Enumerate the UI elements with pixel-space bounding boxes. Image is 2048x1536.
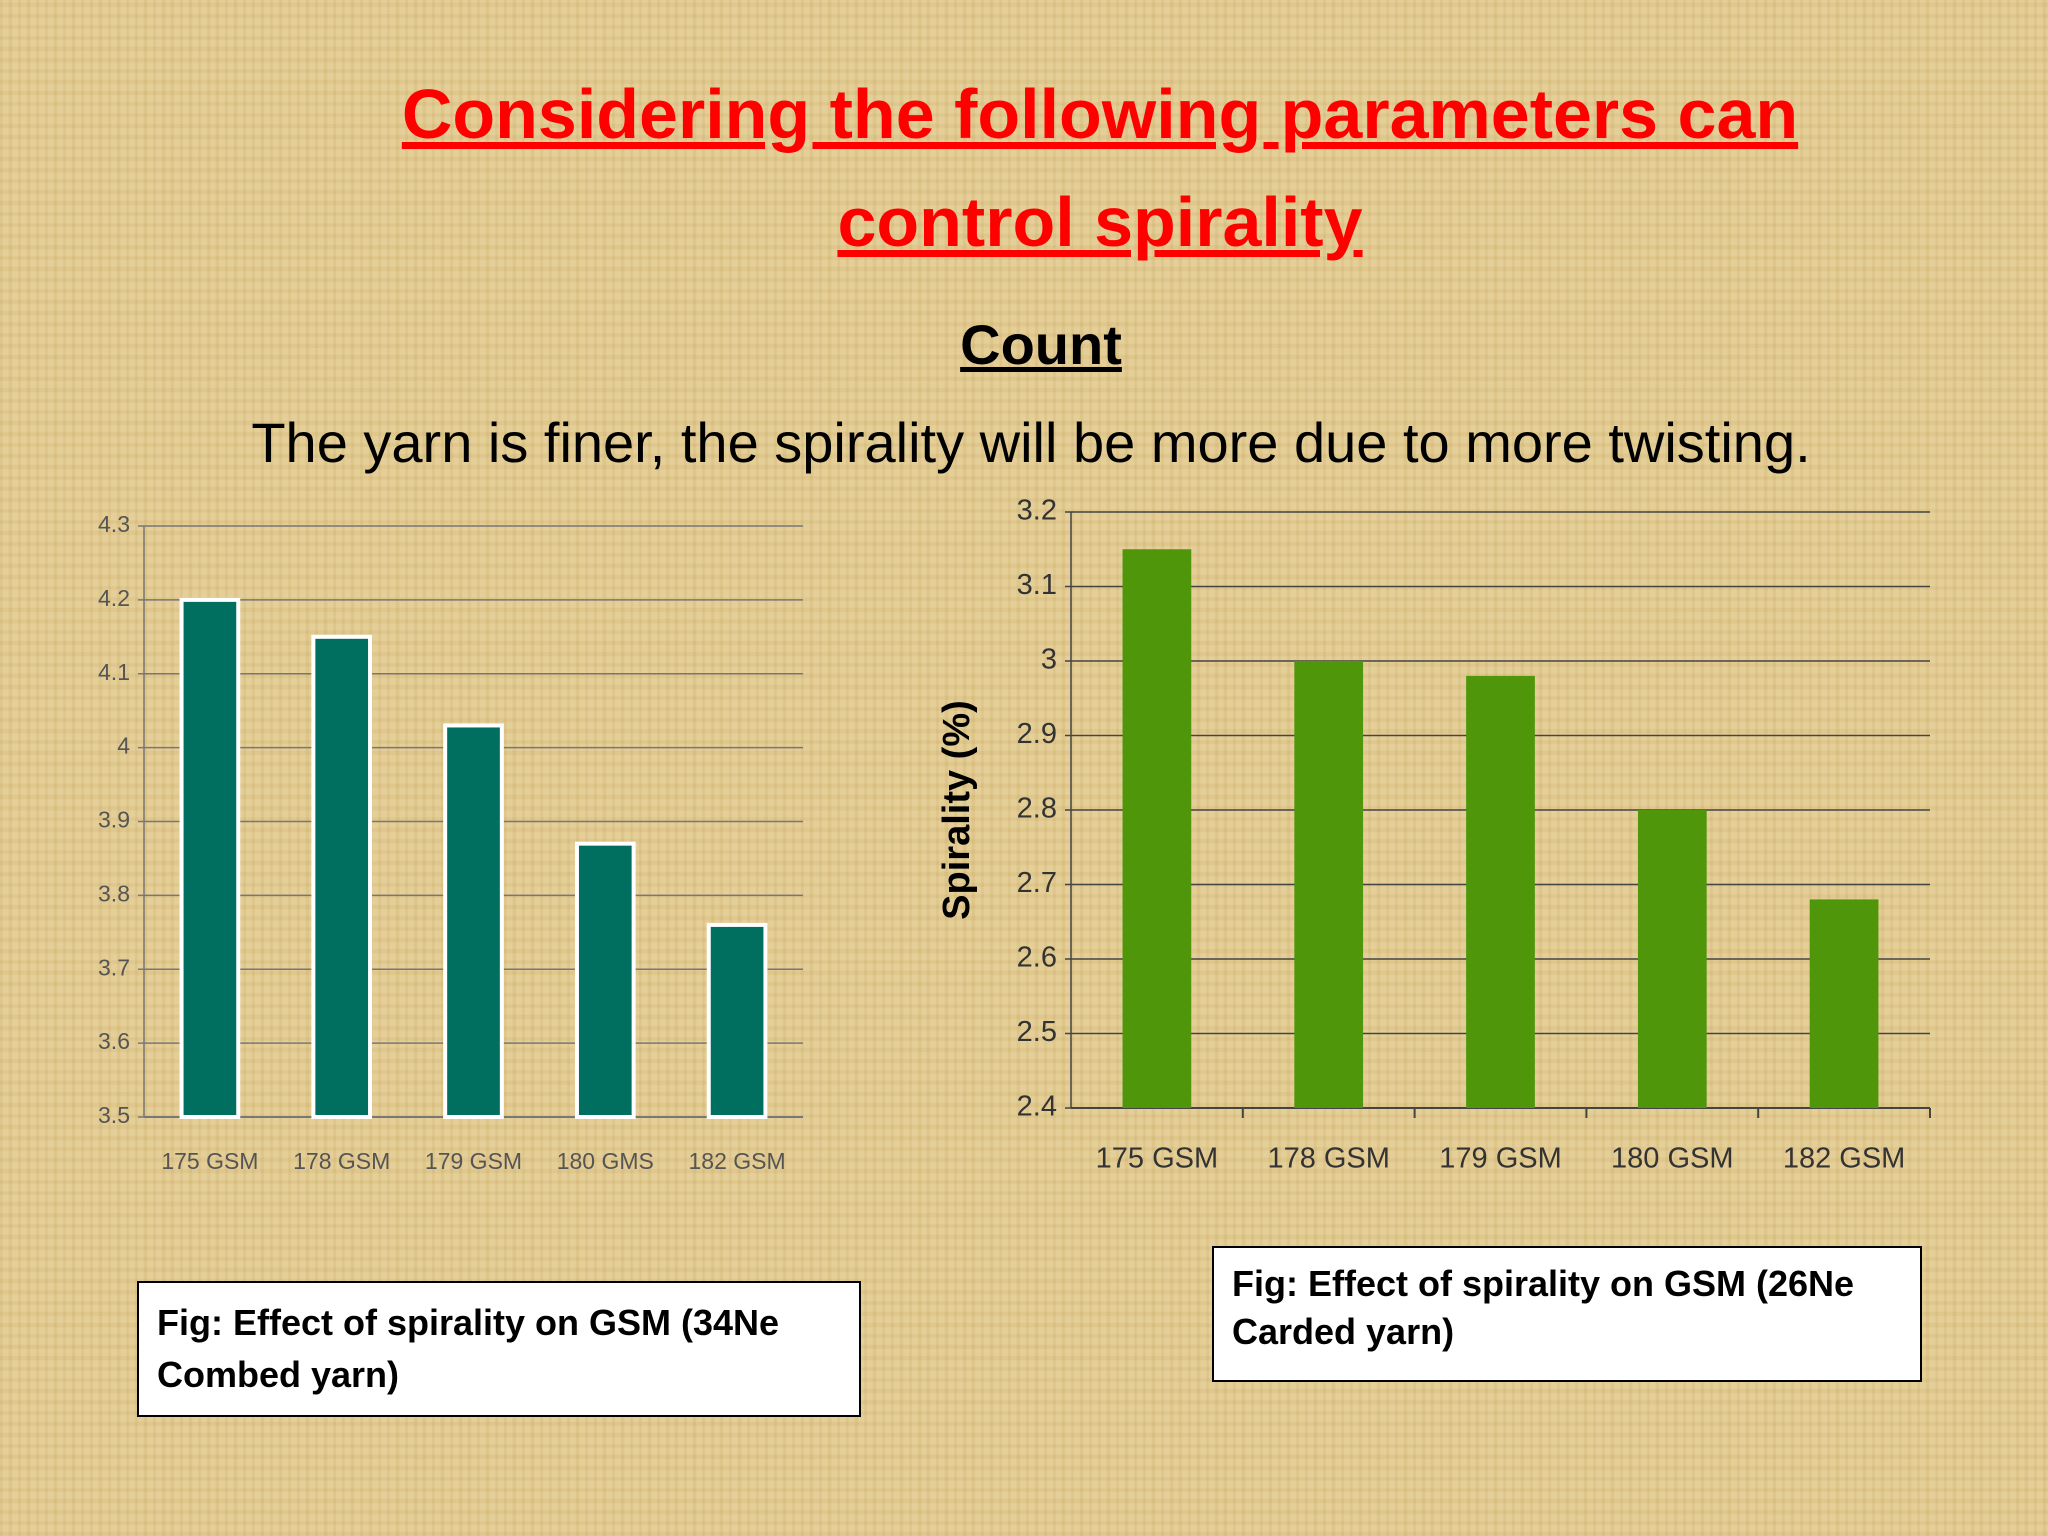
y-tick-label: 2.8 [1017, 793, 1057, 825]
bar [1122, 549, 1192, 1108]
x-tick-label: 180 GMS [557, 1148, 654, 1174]
x-tick-label: 175 GSM [161, 1148, 258, 1174]
y-axis-label: Spirality (%) [936, 700, 978, 920]
y-tick-label: 3.8 [98, 880, 130, 906]
bar [1809, 899, 1879, 1108]
y-tick-label: 3.7 [98, 954, 130, 980]
y-tick-label: 3.6 [98, 1028, 130, 1054]
bar [1294, 661, 1364, 1108]
bar [443, 723, 504, 1120]
bar [706, 922, 768, 1119]
y-tick-label: 2.7 [1017, 867, 1057, 899]
x-tick-label: 178 GSM [1267, 1143, 1390, 1175]
y-tick-label: 4 [117, 733, 130, 759]
bar [574, 841, 636, 1119]
y-tick-label: 3.5 [98, 1102, 130, 1128]
x-tick-label: 175 GSM [1096, 1143, 1219, 1175]
x-tick-label: 179 GSM [425, 1148, 522, 1174]
y-tick-label: 2.4 [1017, 1091, 1057, 1123]
y-tick-label: 4.2 [98, 585, 130, 611]
y-tick-label: 3.2 [1017, 495, 1057, 527]
slide-subtitle: Count [960, 313, 1122, 376]
x-tick-label: 178 GSM [293, 1148, 390, 1174]
caption: Fig: Effect of spirality on GSM (26Ne Ca… [1212, 1246, 1922, 1382]
x-tick-label: 182 GSM [1783, 1143, 1906, 1175]
bar [179, 597, 241, 1119]
y-tick-label: 4.1 [98, 659, 130, 685]
y-tick-label: 4.3 [98, 511, 130, 537]
slide-title: Considering the following parameters can… [401, 75, 1799, 261]
x-tick-label: 180 GSM [1611, 1143, 1734, 1175]
bar [1637, 810, 1707, 1108]
bar [311, 634, 373, 1119]
x-tick-label: 179 GSM [1439, 1143, 1562, 1175]
y-tick-label: 3.9 [98, 807, 130, 833]
caption: Fig: Effect of spirality on GSM (34Ne Co… [137, 1281, 861, 1417]
y-tick-label: 2.9 [1017, 718, 1057, 750]
y-tick-label: 3 [1041, 644, 1057, 676]
bar [1466, 675, 1535, 1108]
y-tick-label: 2.5 [1017, 1016, 1057, 1048]
x-tick-label: 182 GSM [689, 1148, 786, 1174]
y-tick-label: 3.1 [1017, 569, 1057, 601]
slide-text: The yarn is finer, the spirality will be… [251, 411, 1811, 474]
y-tick-label: 2.6 [1017, 942, 1057, 974]
